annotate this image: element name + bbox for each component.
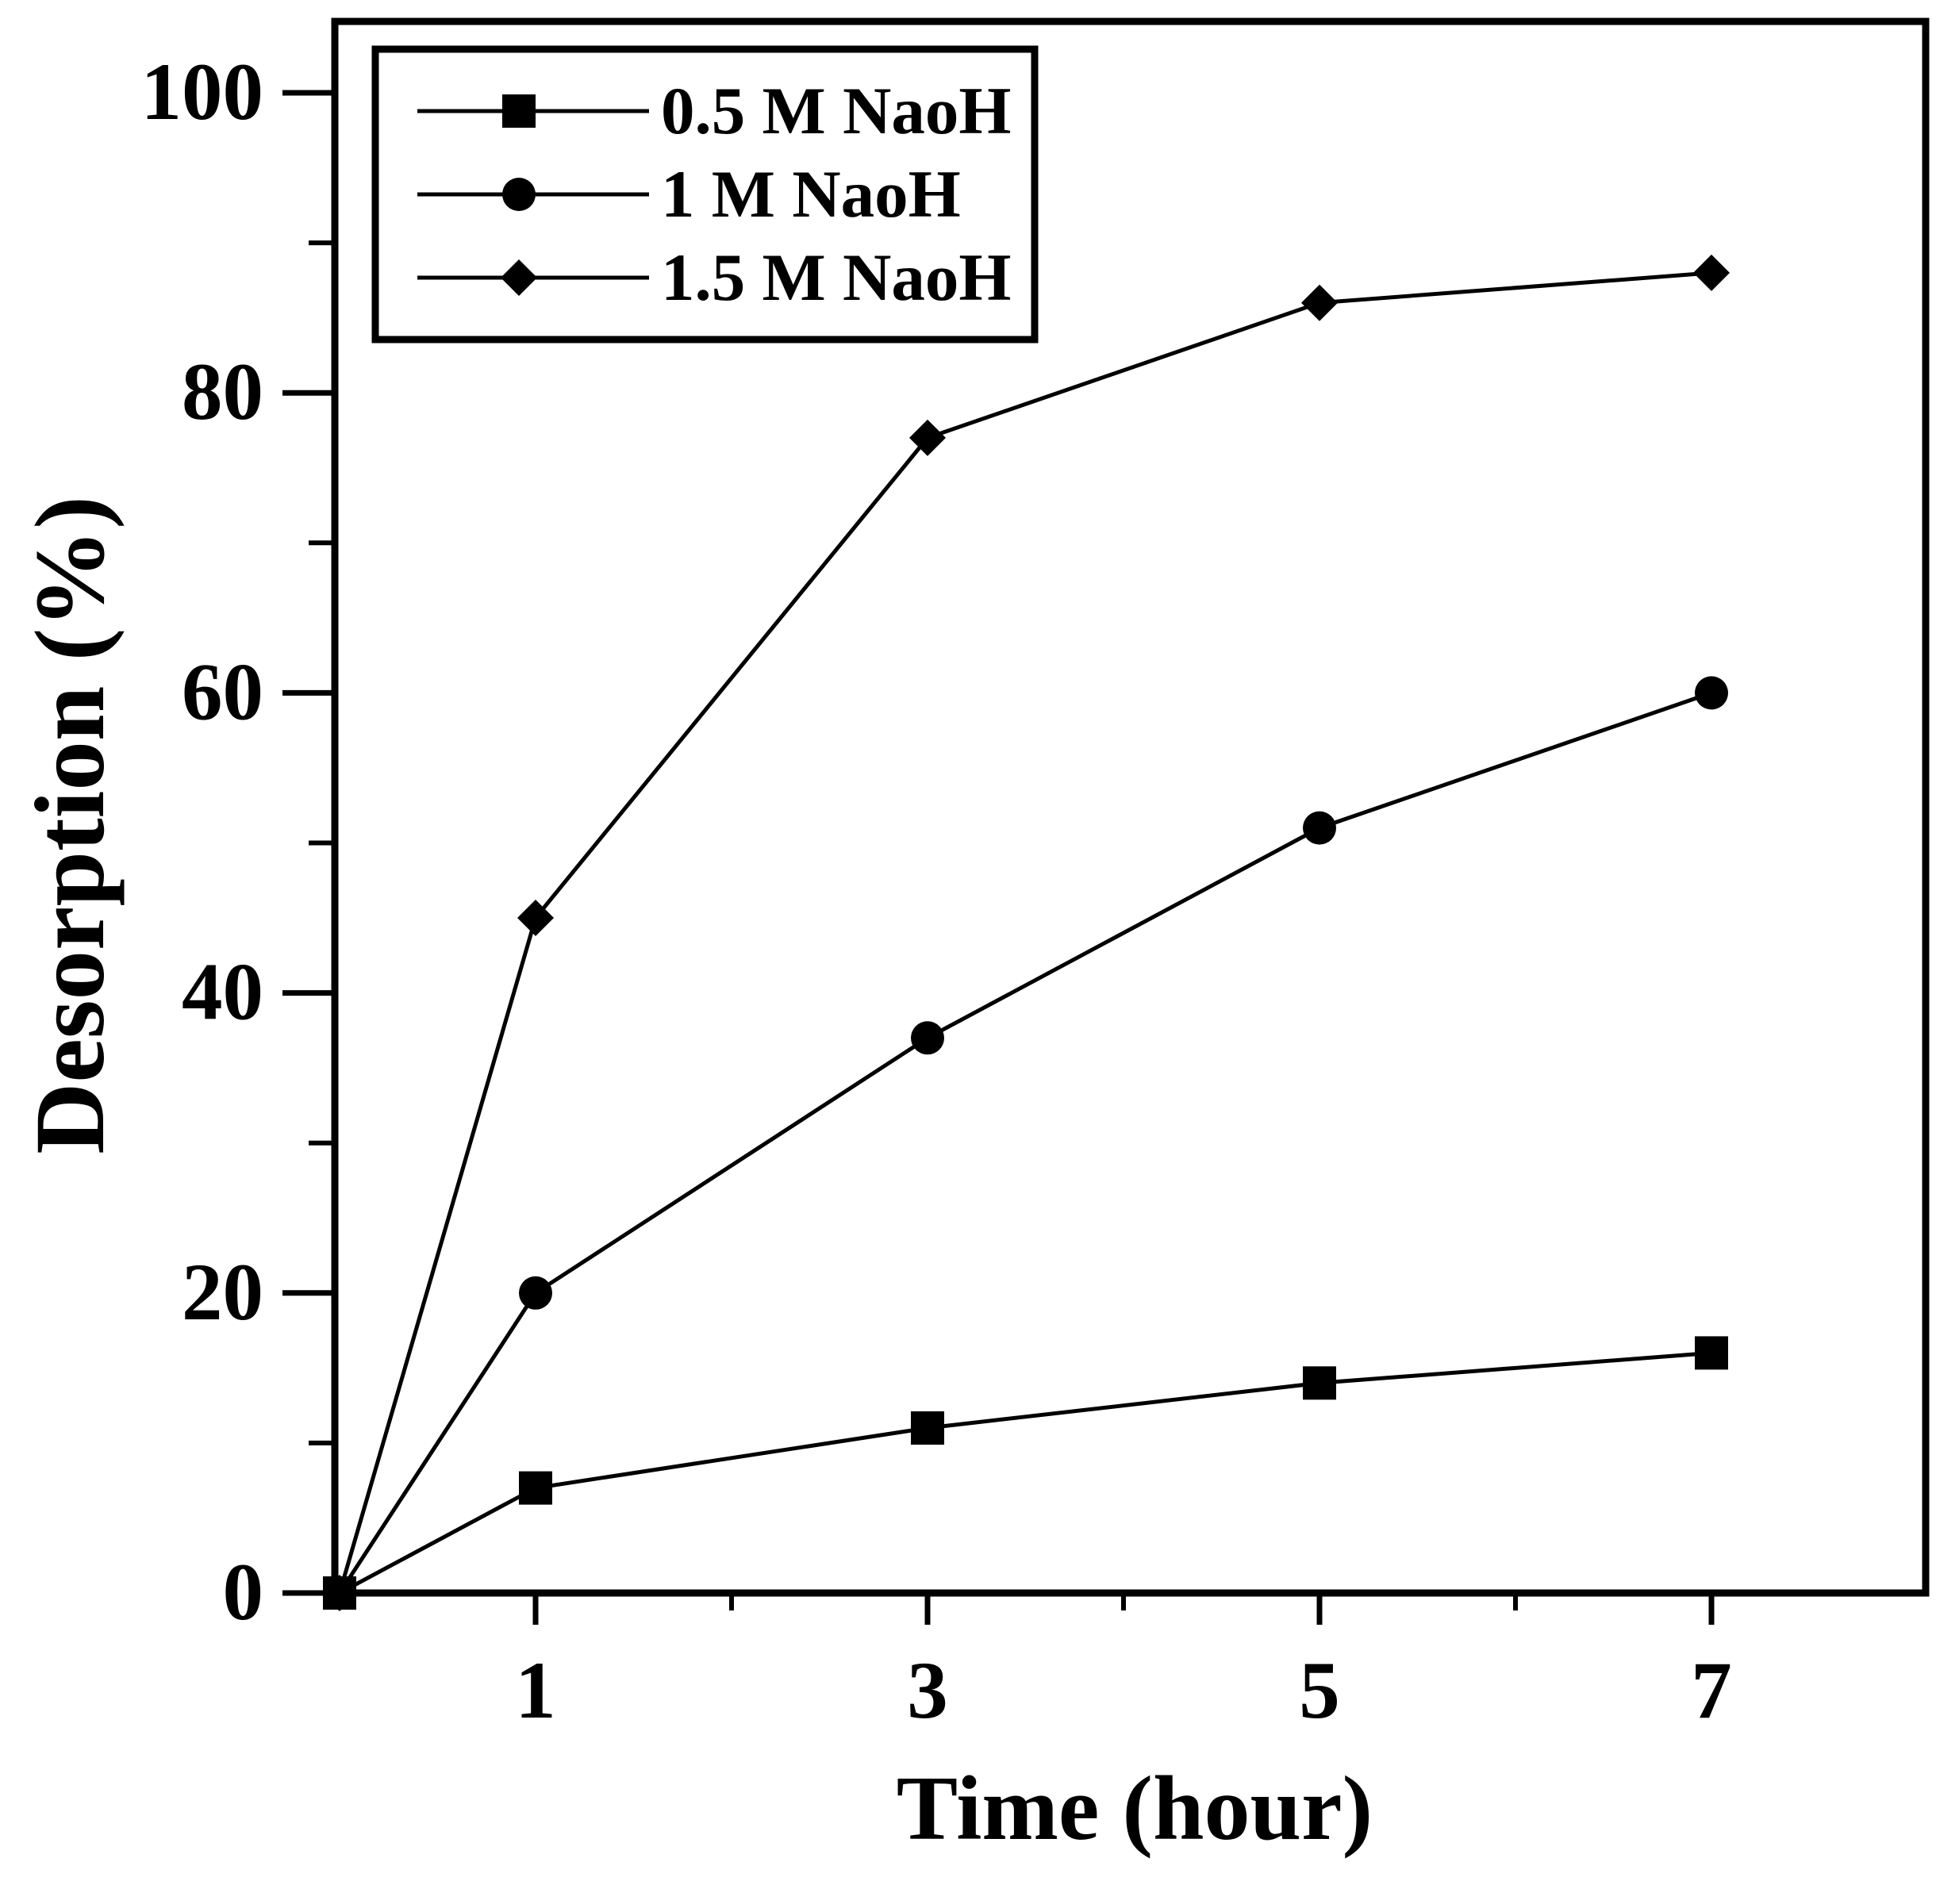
svg-text:3: 3 bbox=[907, 1645, 948, 1736]
svg-text:1: 1 bbox=[515, 1645, 556, 1736]
svg-text:80: 80 bbox=[182, 347, 263, 437]
svg-text:40: 40 bbox=[182, 947, 263, 1038]
svg-text:1.5 M NaoH: 1.5 M NaoH bbox=[661, 240, 1011, 315]
svg-text:Time (hour): Time (hour) bbox=[897, 1758, 1373, 1860]
svg-text:7: 7 bbox=[1691, 1645, 1732, 1736]
svg-text:100: 100 bbox=[141, 47, 264, 137]
svg-text:5: 5 bbox=[1299, 1645, 1340, 1736]
svg-text:0: 0 bbox=[223, 1547, 264, 1637]
svg-text:20: 20 bbox=[182, 1247, 263, 1338]
svg-text:60: 60 bbox=[182, 647, 263, 737]
svg-text:1 M NaoH: 1 M NaoH bbox=[661, 157, 961, 232]
svg-text:Desorption (%): Desorption (%) bbox=[16, 496, 125, 1154]
svg-text:0.5 M NaoH: 0.5 M NaoH bbox=[661, 74, 1011, 148]
